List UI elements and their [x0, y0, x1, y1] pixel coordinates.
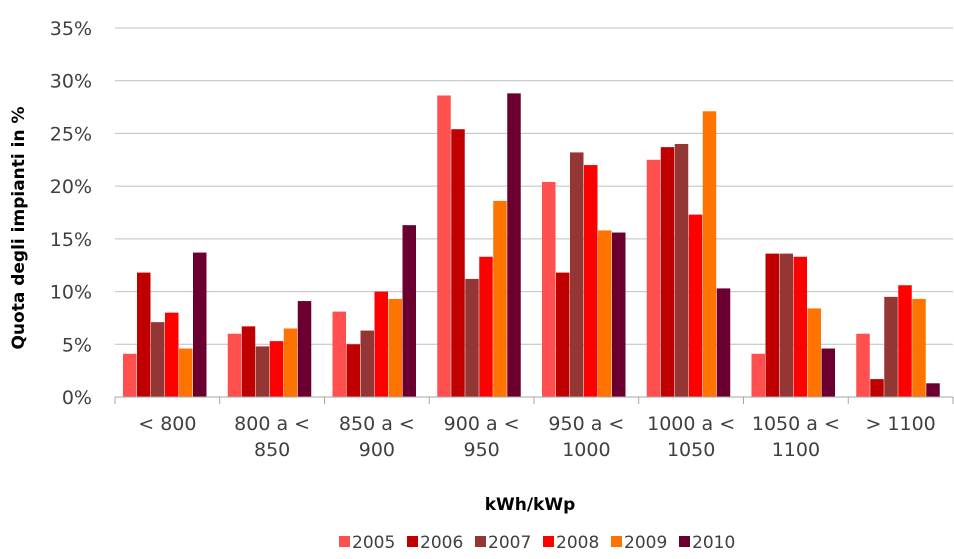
x-category-label: 1050 [667, 439, 715, 461]
y-tick-label: 10% [50, 282, 92, 304]
bar-2007-4 [570, 152, 584, 397]
legend-swatch-2010 [679, 536, 690, 547]
bar-2005-5 [646, 159, 661, 397]
x-category-label: 1050 a < [752, 413, 840, 435]
y-tick-label: 35% [50, 18, 92, 40]
legend-label-2009: 2009 [624, 533, 667, 553]
bar-2005-3 [437, 95, 451, 397]
bar-2010-1 [297, 301, 312, 397]
x-category-label: 950 a < [548, 413, 624, 435]
x-category-label: < 800 [138, 413, 196, 435]
bar-2006-4 [556, 272, 570, 397]
y-tick-label: 30% [50, 71, 92, 93]
bar-2008-0 [165, 312, 179, 397]
legend-label-2007: 2007 [488, 533, 531, 553]
x-axis-title: kWh/kWp [485, 495, 576, 515]
bar-2009-7 [912, 298, 926, 397]
bar-2006-3 [451, 129, 465, 397]
bar-2005-0 [123, 353, 137, 397]
bar-2006-5 [660, 147, 675, 397]
bar-2005-2 [332, 311, 346, 397]
legend-swatch-2005 [339, 536, 350, 547]
legend: 2005 2006 2007 2008 2009 2010 [339, 533, 735, 553]
y-tick-label: 5% [62, 334, 92, 356]
bar-2007-5 [674, 143, 689, 397]
bar-2006-1 [241, 326, 256, 397]
x-category-label: 1000 [562, 439, 610, 461]
bar-2008-5 [688, 214, 703, 397]
x-category-label: 900 [359, 439, 395, 461]
bar-2007-0 [151, 322, 165, 397]
x-axis-categories: < 800 800 a < 850 850 a < 900 900 a < 950 950 a… [138, 413, 936, 461]
bar-2009-6 [807, 308, 821, 397]
bar-2005-4 [542, 181, 556, 397]
bar-2007-2 [360, 330, 374, 397]
bar-2009-0 [179, 348, 193, 397]
y-tick-label: 25% [50, 123, 92, 145]
y-axis-ticks: 0% 5% 10% 15% 20% 25% 30% 35% [50, 18, 92, 409]
x-axis-tick-marks [114, 397, 954, 404]
legend-label-2006: 2006 [420, 533, 463, 553]
bar-2006-2 [346, 344, 360, 397]
bar-2006-7 [870, 379, 884, 397]
legend-swatch-2009 [611, 536, 622, 547]
bar-2010-6 [821, 348, 835, 397]
x-category-label: > 1100 [865, 413, 935, 435]
bar-2010-0 [193, 252, 207, 397]
bar-2010-7 [926, 383, 940, 397]
y-axis-title: Quota degli impianti in % [9, 106, 29, 349]
bar-2009-4 [598, 230, 612, 397]
legend-label-2005: 2005 [352, 533, 395, 553]
x-category-label: 850 a < [339, 413, 415, 435]
bar-2010-3 [507, 93, 521, 397]
bar-2007-1 [255, 346, 270, 397]
legend-label-2010: 2010 [692, 533, 735, 553]
legend-swatch-2008 [543, 536, 554, 547]
bar-2010-5 [716, 288, 731, 397]
legend-swatch-2006 [407, 536, 418, 547]
bar-2010-4 [612, 232, 626, 397]
bar-2009-2 [388, 298, 402, 397]
bar-2005-7 [856, 333, 870, 397]
legend-swatch-2007 [475, 536, 486, 547]
gridlines [115, 27, 953, 345]
bar-2008-3 [479, 256, 493, 397]
bar-2009-3 [493, 200, 507, 397]
bar-2009-1 [283, 328, 298, 397]
bar-2007-3 [465, 278, 479, 397]
x-category-label: 1100 [772, 439, 820, 461]
bar-2008-6 [793, 256, 807, 397]
bar-2008-2 [374, 291, 388, 397]
x-category-label: 900 a < [444, 413, 520, 435]
x-category-label: 800 a < [234, 413, 310, 435]
bar-2005-6 [751, 353, 765, 397]
y-tick-label: 15% [50, 229, 92, 251]
bars [123, 93, 940, 397]
x-category-label: 850 [254, 439, 290, 461]
bar-2008-4 [584, 165, 598, 397]
bar-2007-7 [884, 296, 898, 397]
bar-2006-6 [765, 253, 779, 397]
x-category-label: 950 [463, 439, 499, 461]
bar-2006-0 [137, 272, 151, 397]
y-tick-label: 20% [50, 176, 92, 198]
bar-2008-1 [269, 341, 284, 397]
bar-2005-1 [227, 333, 242, 397]
bar-2007-6 [779, 253, 793, 397]
bar-2008-7 [898, 285, 912, 397]
bar-2009-5 [702, 111, 717, 397]
legend-label-2008: 2008 [556, 533, 599, 553]
x-category-label: 1000 a < [647, 413, 735, 435]
y-tick-label: 0% [62, 387, 92, 409]
bar-2010-2 [402, 225, 416, 397]
